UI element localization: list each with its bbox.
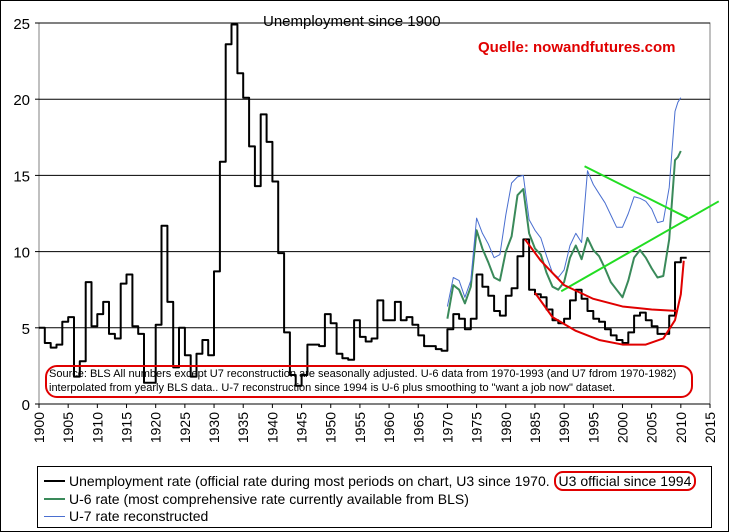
x-tick-label-2015: 2015 [702,412,718,443]
x-tick-label-2010: 2010 [673,412,689,443]
series-line-u6 [446,150,682,319]
x-tick-label-1910: 1910 [89,412,105,443]
x-tick-label-2000: 2000 [614,412,630,443]
chart-title: Unemployment since 1900 [263,13,441,30]
legend-entry-u7: U-7 rate reconstructed [44,508,208,524]
x-tick-label-1900: 1900 [31,412,47,443]
legend: Unemployment rate (official rate during … [37,466,712,528]
legend-label-u3: Unemployment rate (official rate during … [69,473,550,489]
x-tick-label-1940: 1940 [264,412,280,443]
legend-highlight-u3-1994: U3 official since 1994 [553,471,697,491]
x-tick-label-1980: 1980 [498,412,514,443]
x-tick-label-1925: 1925 [177,412,193,443]
note-highlight-oval [45,365,693,398]
source-attribution: Quelle: nowandfutures.com [478,39,676,56]
trend-curve-red-lower [534,260,685,346]
legend-entry-u6: U-6 rate (most comprehensive rate curren… [44,491,469,507]
x-tick-label-1950: 1950 [323,412,339,443]
legend-swatch-u3 [44,480,65,483]
legend-label-u7: U-7 rate reconstructed [69,508,209,524]
x-tick-label-1960: 1960 [381,412,397,443]
legend-entry-u3: Unemployment rate (official rate during … [44,471,697,491]
trend-line-green-1 [560,200,720,293]
y-tick-label-5: 5 [22,321,30,338]
plot-area [38,22,711,405]
series-line-u7 [446,97,682,307]
y-tick-label-10: 10 [13,245,30,262]
x-tick-label-1965: 1965 [410,412,426,443]
x-tick-label-1945: 1945 [294,412,310,443]
legend-swatch-u6 [44,498,65,501]
x-tick-label-1975: 1975 [469,412,485,443]
x-tick-label-1930: 1930 [206,412,222,443]
x-tick-label-1955: 1955 [352,412,368,443]
y-tick-label-15: 15 [13,168,30,185]
y-tick-label-25: 25 [13,16,30,33]
x-tick-label-2005: 2005 [644,412,660,443]
legend-swatch-u7 [44,515,65,517]
x-tick-label-1915: 1915 [119,412,135,443]
x-tick-label-1935: 1935 [235,412,251,443]
legend-label-u6: U-6 rate (most comprehensive rate curren… [69,491,469,507]
y-tick-label-0: 0 [22,397,30,414]
x-tick-label-1970: 1970 [439,412,455,443]
trend-curve-red-upper [524,238,678,313]
trend-line-green-0 [584,165,689,219]
source-note: Source: BLS All numbers except U7 recons… [49,368,677,394]
x-tick-label-1905: 1905 [60,412,76,443]
x-tick-label-1995: 1995 [585,412,601,443]
x-tick-label-1920: 1920 [148,412,164,443]
x-tick-label-1985: 1985 [527,412,543,443]
y-tick-label-20: 20 [13,92,30,109]
x-tick-label-1990: 1990 [556,412,572,443]
